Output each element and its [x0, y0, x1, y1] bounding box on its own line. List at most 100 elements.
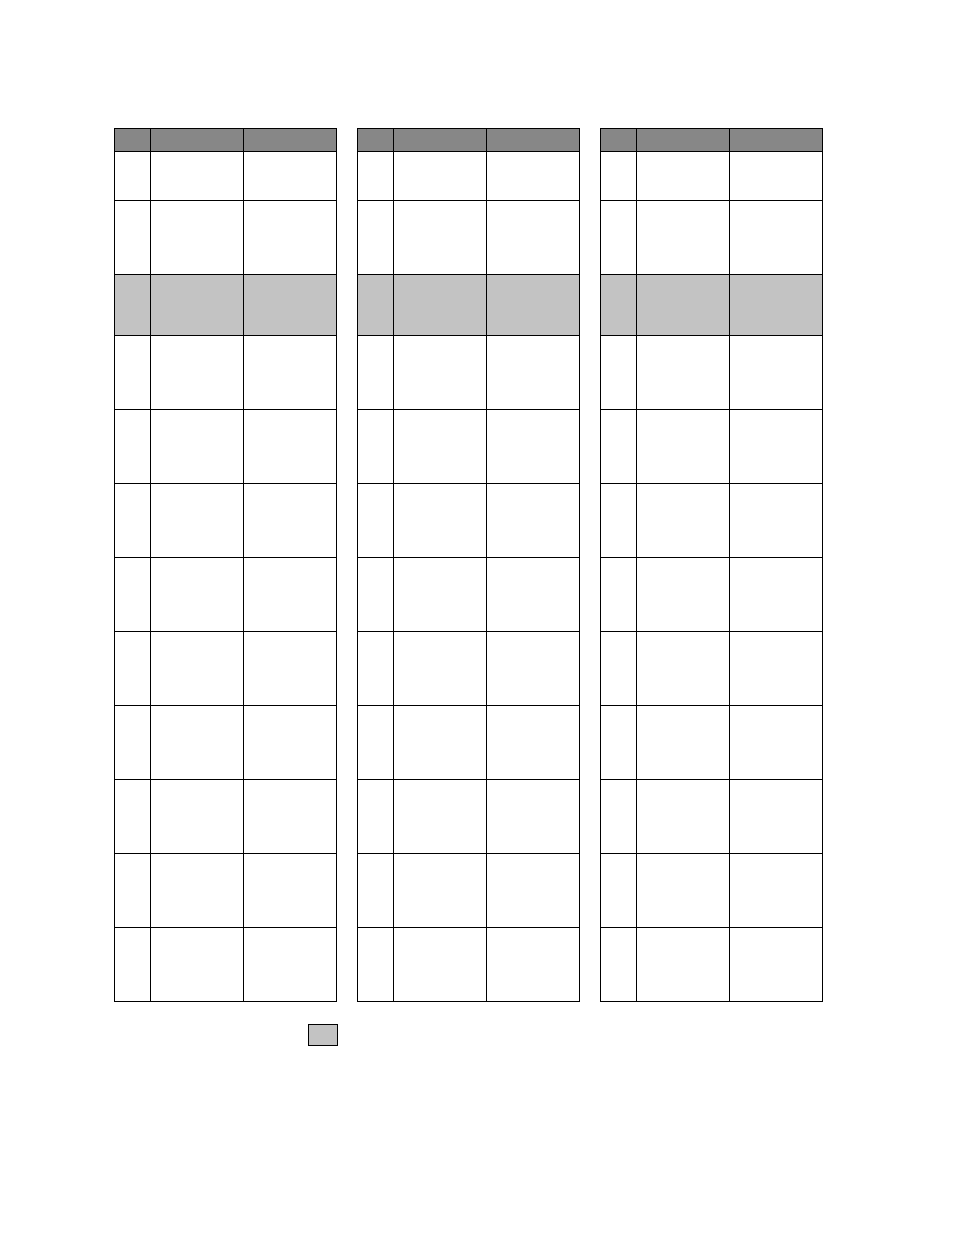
table-row — [601, 201, 823, 275]
table-cell — [151, 928, 244, 1002]
table-cell — [115, 928, 151, 1002]
table-row — [358, 336, 580, 410]
table-cell — [151, 632, 244, 706]
table-cell — [487, 275, 580, 336]
table-cell — [394, 558, 487, 632]
table-cell — [730, 484, 823, 558]
table-row — [601, 410, 823, 484]
table-cell — [244, 706, 337, 780]
table-cell — [358, 129, 394, 152]
table-cell — [730, 780, 823, 854]
table-row — [115, 706, 337, 780]
table-cell — [394, 152, 487, 201]
table-cell — [358, 558, 394, 632]
table-cell — [358, 410, 394, 484]
table-cell — [601, 558, 637, 632]
table-row — [601, 129, 823, 152]
table-cell — [358, 275, 394, 336]
table-row — [601, 484, 823, 558]
table-cell — [487, 336, 580, 410]
table-cell — [601, 129, 637, 152]
table-cell — [115, 854, 151, 928]
table-cell — [151, 152, 244, 201]
table-cell — [244, 152, 337, 201]
table-row — [115, 484, 337, 558]
table-cell — [358, 336, 394, 410]
page — [0, 0, 954, 1235]
table-cell — [394, 928, 487, 1002]
table-cell — [394, 632, 487, 706]
table-cell — [637, 410, 730, 484]
table-cell — [487, 632, 580, 706]
table-row — [358, 928, 580, 1002]
table-row — [358, 129, 580, 152]
table-cell — [244, 410, 337, 484]
table-cell — [487, 854, 580, 928]
data-table-left — [114, 128, 337, 1002]
table-cell — [394, 275, 487, 336]
table-cell — [487, 410, 580, 484]
table-row — [115, 129, 337, 152]
table-cell — [151, 484, 244, 558]
table-cell — [394, 201, 487, 275]
table-row — [601, 558, 823, 632]
table-row — [358, 558, 580, 632]
table-cell — [244, 484, 337, 558]
table-cell — [730, 706, 823, 780]
table-cell — [151, 336, 244, 410]
table-row — [115, 410, 337, 484]
table-row — [601, 928, 823, 1002]
table-cell — [637, 484, 730, 558]
table-row — [358, 780, 580, 854]
table-cell — [244, 129, 337, 152]
table-cell — [730, 928, 823, 1002]
table-cell — [115, 152, 151, 201]
table-cell — [394, 336, 487, 410]
table-cell — [394, 484, 487, 558]
table-cell — [394, 410, 487, 484]
table-cell — [637, 780, 730, 854]
table-row — [115, 336, 337, 410]
table-cell — [601, 410, 637, 484]
table-cell — [487, 558, 580, 632]
table-cell — [730, 129, 823, 152]
table-cell — [244, 336, 337, 410]
table-cell — [358, 152, 394, 201]
table-cell — [487, 928, 580, 1002]
table-row — [115, 632, 337, 706]
data-table-middle — [357, 128, 580, 1002]
legend-swatch — [308, 1024, 338, 1046]
table-cell — [637, 706, 730, 780]
table-row — [601, 780, 823, 854]
table-cell — [358, 854, 394, 928]
table-cell — [394, 706, 487, 780]
table-cell — [115, 484, 151, 558]
table-cell — [730, 275, 823, 336]
table-cell — [487, 706, 580, 780]
table-cell — [601, 152, 637, 201]
table-cell — [244, 780, 337, 854]
table-cell — [601, 275, 637, 336]
table-cell — [151, 780, 244, 854]
table-cell — [244, 558, 337, 632]
table-row — [115, 201, 337, 275]
table-row — [358, 632, 580, 706]
table-cell — [115, 780, 151, 854]
table-cell — [115, 632, 151, 706]
table-cell — [115, 706, 151, 780]
table-row — [601, 152, 823, 201]
table-cell — [151, 410, 244, 484]
table-cell — [151, 854, 244, 928]
table-cell — [244, 201, 337, 275]
table-cell — [637, 129, 730, 152]
table-cell — [358, 201, 394, 275]
table-row — [358, 484, 580, 558]
table-row — [115, 152, 337, 201]
table-cell — [394, 780, 487, 854]
table-cell — [730, 558, 823, 632]
tables-container — [114, 128, 823, 1002]
table-cell — [151, 129, 244, 152]
table-cell — [730, 152, 823, 201]
table-cell — [358, 928, 394, 1002]
table-row — [115, 275, 337, 336]
